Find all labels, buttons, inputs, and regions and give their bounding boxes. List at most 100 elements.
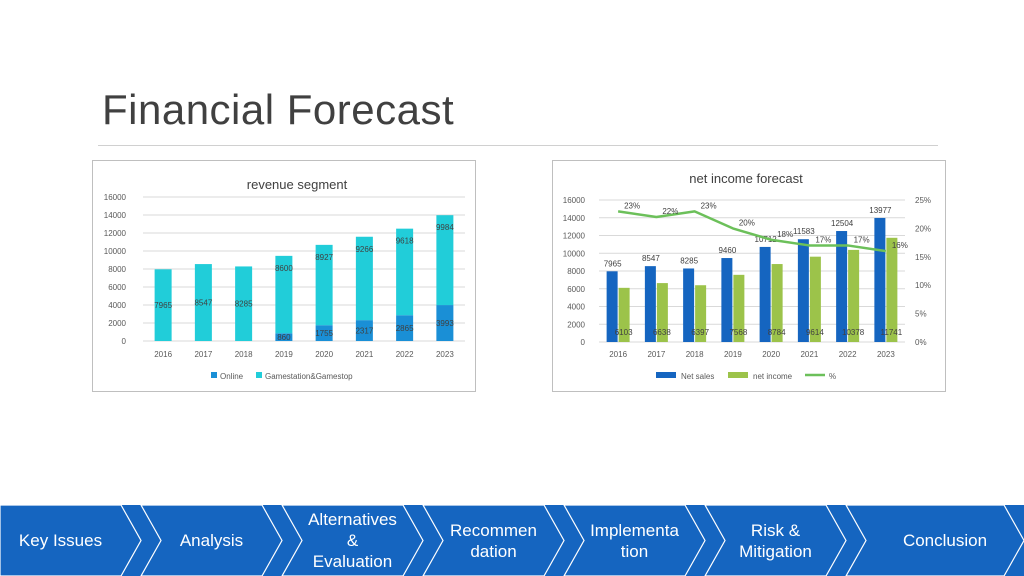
bar-net-income xyxy=(618,287,630,342)
bar-gamestation xyxy=(194,264,212,341)
percent-line xyxy=(617,210,887,253)
legend-swatch-gamestation xyxy=(256,372,262,378)
data-label-percent: 16% xyxy=(892,241,908,250)
nav-step-chevron xyxy=(140,505,283,576)
nav-step-chevron xyxy=(845,505,1024,576)
y-tick-label: 8000 xyxy=(108,265,126,274)
data-label-percent: 20% xyxy=(739,218,755,227)
bar-gamestation xyxy=(436,215,454,306)
revenue-segment-chart: revenue segment 0 2000 4000 6000 8000 10000 120… xyxy=(92,160,476,392)
y-tick-label: 8000 xyxy=(567,267,585,276)
legend-label-percent: % xyxy=(829,372,836,381)
legend-label-online: Online xyxy=(220,372,244,381)
y-tick-label: 16000 xyxy=(563,196,586,205)
nav-step-6[interactable]: Risk & Mitigation xyxy=(739,520,812,561)
y-tick-label: 12000 xyxy=(563,232,586,241)
bar-net-sales xyxy=(836,231,848,342)
y-tick-label: 6000 xyxy=(567,285,585,294)
bar-net-sales xyxy=(874,217,886,342)
y-tick-label: 2000 xyxy=(108,319,126,328)
chart-title: net income forecast xyxy=(689,171,803,186)
data-label-online: 860 xyxy=(277,333,291,342)
data-label-net-income: 8784 xyxy=(768,328,786,337)
data-label-gamestation: 8547 xyxy=(194,299,212,308)
data-label-percent: 22% xyxy=(662,207,678,216)
data-label-net-income: 7568 xyxy=(729,328,747,337)
legend-label-net-sales: Net sales xyxy=(681,372,714,381)
data-label-net-income: 9614 xyxy=(806,328,824,337)
y-tick-label: 6000 xyxy=(108,283,126,292)
bar-gamestation xyxy=(275,255,293,334)
x-tick-label: 2021 xyxy=(800,350,818,359)
y-tick-label: 16000 xyxy=(104,193,127,202)
bar-net-sales xyxy=(759,246,771,342)
bar-gamestation xyxy=(235,266,253,341)
y-tick-label: 2000 xyxy=(567,320,585,329)
data-label-gamestation: 8600 xyxy=(275,264,293,273)
y2-tick-label: 0% xyxy=(915,338,927,347)
bar-net-income xyxy=(695,285,707,342)
revenue-segment-svg: revenue segment 0 2000 4000 6000 8000 10000 120… xyxy=(104,177,465,381)
bar-net-income xyxy=(886,237,898,342)
nav-step-chevron xyxy=(704,505,847,576)
x-tick-label: 2017 xyxy=(194,350,212,359)
data-label-online: 2865 xyxy=(396,324,414,333)
x-tick-label: 2023 xyxy=(877,350,895,359)
bar-net-sales xyxy=(797,239,809,342)
x-tick-label: 2021 xyxy=(355,350,373,359)
nav-step-3[interactable]: Alternatives & Evaluation xyxy=(308,510,397,571)
data-label-gamestation: 8285 xyxy=(235,300,253,309)
y-tick-label: 10000 xyxy=(104,247,127,256)
y-tick-label: 4000 xyxy=(108,301,126,310)
data-label-net-sales: 11583 xyxy=(793,227,815,236)
y2-tick-label: 15% xyxy=(915,253,931,262)
bar-online xyxy=(355,320,373,341)
data-label-net-income: 6397 xyxy=(691,328,709,337)
data-label-net-sales: 8285 xyxy=(680,256,698,265)
net-income-forecast-svg: net income forecast 0 2000 4000 6000 8000 1000… xyxy=(563,171,931,381)
data-label-net-sales: 8547 xyxy=(642,254,660,263)
bar-gamestation xyxy=(396,228,414,316)
data-label-gamestation: 8927 xyxy=(315,253,333,262)
bar-net-sales xyxy=(644,266,656,342)
x-tick-label: 2016 xyxy=(609,350,627,359)
nav-step-5[interactable]: Implementa tion xyxy=(590,520,679,561)
y-tick-label: 10000 xyxy=(563,249,586,258)
data-label-gamestation: 7965 xyxy=(154,301,172,310)
bar-gamestation xyxy=(315,244,333,326)
data-label-online: 2317 xyxy=(355,327,373,336)
y2-tick-label: 25% xyxy=(915,196,931,205)
y-tick-label: 14000 xyxy=(563,214,586,223)
data-label-net-sales: 7965 xyxy=(604,259,622,268)
data-label-gamestation: 9984 xyxy=(436,223,454,232)
y-tick-label: 12000 xyxy=(104,229,127,238)
data-label-net-sales: 13977 xyxy=(869,206,892,215)
net-income-forecast-chart: net income forecast 0 2000 4000 6000 8000 1000… xyxy=(552,160,946,392)
y-tick-label: 0 xyxy=(122,337,127,346)
y2-tick-label: 20% xyxy=(915,224,931,233)
x-tick-label: 2018 xyxy=(235,350,253,359)
data-label-gamestation: 9266 xyxy=(355,245,373,254)
x-tick-label: 2019 xyxy=(275,350,293,359)
nav-step-chevron xyxy=(0,505,142,576)
data-label-gamestation: 9618 xyxy=(396,237,414,246)
nav-step-1[interactable]: Key Issues xyxy=(18,531,103,550)
nav-step-7[interactable]: Conclusion xyxy=(902,531,988,550)
data-label-online: 3993 xyxy=(436,319,454,328)
bar-net-income xyxy=(656,283,668,342)
nav-step-chevron xyxy=(281,505,424,576)
y2-tick-label: 5% xyxy=(915,310,927,319)
data-label-percent: 23% xyxy=(624,201,640,210)
bar-net-sales xyxy=(683,268,695,342)
bar-net-income xyxy=(771,264,783,342)
nav-step-4[interactable]: Recommen dation xyxy=(450,520,537,561)
x-tick-label: 2023 xyxy=(436,350,454,359)
bar-net-sales xyxy=(721,258,733,342)
data-label-net-income: 6638 xyxy=(653,328,671,337)
nav-step-2[interactable]: Analysis xyxy=(179,531,244,550)
y-tick-label: 4000 xyxy=(567,303,585,312)
bar-online xyxy=(396,315,414,341)
x-tick-label: 2022 xyxy=(839,350,857,359)
y2-tick-label: 10% xyxy=(915,281,931,290)
legend-label-net-income: net income xyxy=(753,372,793,381)
